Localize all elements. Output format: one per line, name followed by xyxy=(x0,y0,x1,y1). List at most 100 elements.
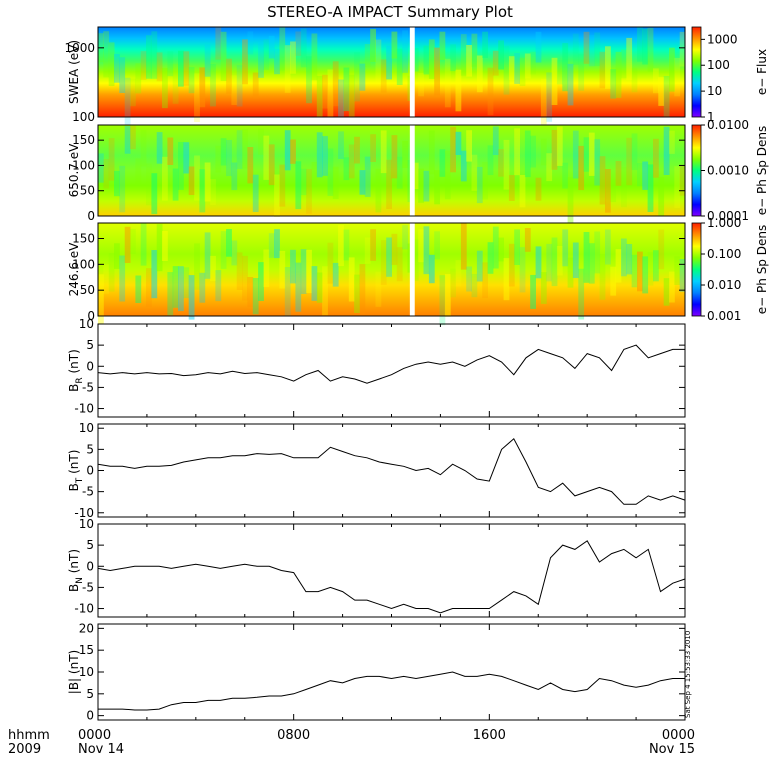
colorbar-tick-label: 1000 xyxy=(707,32,738,46)
heatmap-cell xyxy=(572,242,579,278)
heatmap-cell xyxy=(172,266,179,308)
heatmap-cell xyxy=(252,278,259,315)
heatmap-cell xyxy=(418,168,424,203)
heatmap-cell xyxy=(380,240,387,285)
y-axis-label: SWEA (eV) xyxy=(67,40,81,104)
heatmap-cell xyxy=(268,233,275,258)
y-tick-label: 10 xyxy=(79,517,94,531)
y-tick-label: 0 xyxy=(86,359,94,373)
heatmap-cell xyxy=(316,75,323,117)
heatmap-cell xyxy=(348,144,355,179)
heatmap-cell xyxy=(210,255,216,282)
heatmap-cell xyxy=(146,163,152,206)
heatmap-cell xyxy=(98,274,104,325)
heatmap-cell xyxy=(124,226,131,263)
heatmap-cell xyxy=(402,140,408,168)
heatmap-cell xyxy=(412,162,419,190)
heatmap-cell xyxy=(242,255,248,301)
heatmap-cell xyxy=(306,249,312,294)
heatmap-cell xyxy=(380,130,387,174)
heatmap-cell xyxy=(114,243,120,269)
heatmap-cell xyxy=(215,270,222,302)
heatmap-cell xyxy=(370,28,376,62)
heatmap-cell xyxy=(508,175,515,201)
heatmap-cell xyxy=(578,145,585,191)
y-tick-label: 5 xyxy=(86,338,94,352)
panel-frame xyxy=(97,323,686,418)
heatmap-cell xyxy=(284,45,291,93)
heatmap-cell xyxy=(519,247,526,293)
heatmap-cell xyxy=(615,51,622,98)
series-line xyxy=(97,344,685,384)
colorbar-tick-label: 0.0100 xyxy=(707,118,749,132)
heatmap-cell xyxy=(631,67,638,93)
y-tick-label: 1000 xyxy=(64,41,95,55)
y-axis-label: BR (nT) xyxy=(67,349,85,392)
heatmap-cell xyxy=(439,149,446,177)
heatmap-cell xyxy=(300,168,307,196)
heatmap-cell xyxy=(332,166,339,199)
colorbar-label: e− Ph Sp Dens xyxy=(755,126,769,215)
heatmap-cell xyxy=(476,55,483,93)
heatmap-cell xyxy=(140,51,147,80)
heatmap-cell xyxy=(653,138,659,178)
y-tick-label: 10 xyxy=(79,665,94,679)
heatmap-cell xyxy=(327,242,334,284)
heatmap-cell xyxy=(311,33,318,81)
heatmap-cell xyxy=(583,31,590,64)
x-tick-label: 0000 xyxy=(662,728,695,743)
heatmap-cell xyxy=(572,33,579,65)
heatmap-cell xyxy=(669,271,675,303)
heatmap-cell xyxy=(460,34,467,76)
heatmap-cell xyxy=(637,27,643,62)
heatmap-cell xyxy=(519,57,526,86)
heatmap-cell xyxy=(631,133,638,171)
heatmap-cell xyxy=(215,145,222,173)
y-tick-label: -5 xyxy=(82,380,94,394)
colorbar-tick-label: 10 xyxy=(707,84,722,98)
heatmap-cell xyxy=(364,237,371,264)
heatmap-cell xyxy=(274,229,280,259)
heatmap-cell xyxy=(316,132,323,178)
heatmap-cell xyxy=(492,226,499,269)
heatmap-cell xyxy=(359,170,366,195)
heatmap-cell xyxy=(530,51,536,75)
heatmap-cell xyxy=(178,142,184,190)
heatmap-cell xyxy=(247,31,254,55)
heatmap-cell xyxy=(551,129,558,170)
heatmap-cell xyxy=(471,33,478,67)
heatmap-cell xyxy=(375,271,382,307)
heatmap-cell xyxy=(103,264,110,294)
y-tick-label: 100 xyxy=(72,158,95,172)
heatmap-cell xyxy=(455,260,462,287)
heatmap-cell xyxy=(605,169,611,213)
heatmap-cell xyxy=(599,51,606,89)
heatmap-cell xyxy=(519,175,526,208)
panel-frame xyxy=(97,523,686,618)
heatmap-cell xyxy=(343,157,350,181)
heatmap-cell xyxy=(188,166,195,195)
heatmap-cell xyxy=(284,130,291,171)
heatmap-cell xyxy=(130,125,136,150)
heatmap-cell xyxy=(322,74,328,109)
y-tick-label: 5 xyxy=(86,442,94,456)
heatmap-cell xyxy=(322,266,328,316)
heatmap-base xyxy=(98,27,685,117)
heatmap-cell xyxy=(231,75,238,105)
heatmap-cell xyxy=(146,35,152,79)
heatmap-cell xyxy=(279,27,286,71)
heatmap-cell xyxy=(487,242,494,274)
heatmap-cell xyxy=(279,164,286,207)
heatmap-cell xyxy=(434,47,440,96)
x-tick-date: Nov 14 xyxy=(78,742,124,757)
heatmap-cell xyxy=(290,139,296,164)
heatmap-cell xyxy=(338,225,344,267)
heatmap-cell xyxy=(210,64,216,107)
heatmap-cell xyxy=(188,275,195,320)
heatmap-cell xyxy=(332,262,339,287)
heatmap-cell xyxy=(610,266,617,296)
heatmap-cell xyxy=(444,274,451,317)
y-tick-label: 0 xyxy=(87,209,95,223)
heatmap-cell xyxy=(231,240,238,266)
